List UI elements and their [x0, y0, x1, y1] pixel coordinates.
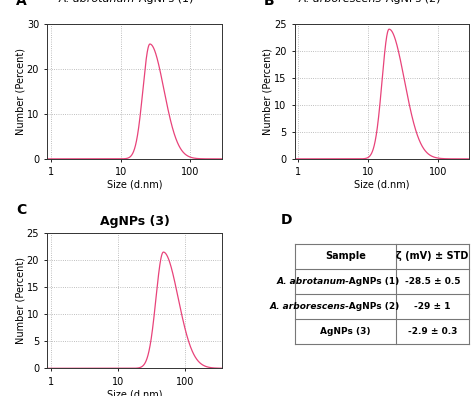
Text: -AgNPs (2): -AgNPs (2) [382, 0, 441, 4]
X-axis label: Size (d.nm): Size (d.nm) [107, 389, 162, 396]
Text: -AgNPs (2): -AgNPs (2) [346, 302, 400, 311]
Title: AgNPs (3): AgNPs (3) [100, 215, 170, 228]
Y-axis label: Number (Percent): Number (Percent) [263, 48, 273, 135]
Text: D: D [281, 213, 292, 227]
Text: A. arborescens: A. arborescens [299, 0, 382, 4]
Text: Sample: Sample [325, 251, 366, 261]
Text: -29 ± 1: -29 ± 1 [414, 302, 451, 311]
Text: A. arborescens: A. arborescens [269, 302, 346, 311]
Text: -AgNPs (1): -AgNPs (1) [135, 0, 193, 4]
Text: -2.9 ± 0.3: -2.9 ± 0.3 [408, 327, 457, 336]
Text: -28.5 ± 0.5: -28.5 ± 0.5 [405, 277, 460, 286]
Y-axis label: Number (Percent): Number (Percent) [15, 48, 25, 135]
Text: A. abrotanum: A. abrotanum [276, 277, 346, 286]
X-axis label: Size (d.nm): Size (d.nm) [355, 180, 410, 190]
Text: B: B [264, 0, 274, 8]
Text: C: C [16, 204, 26, 217]
Text: AgNPs (3): AgNPs (3) [320, 327, 371, 336]
Text: A: A [16, 0, 27, 8]
Y-axis label: Number (Percent): Number (Percent) [15, 257, 25, 344]
X-axis label: Size (d.nm): Size (d.nm) [107, 180, 162, 190]
Text: A. abrotanum: A. abrotanum [58, 0, 135, 4]
Text: -AgNPs (1): -AgNPs (1) [346, 277, 400, 286]
Text: ζ (mV) ± STD: ζ (mV) ± STD [396, 251, 469, 261]
